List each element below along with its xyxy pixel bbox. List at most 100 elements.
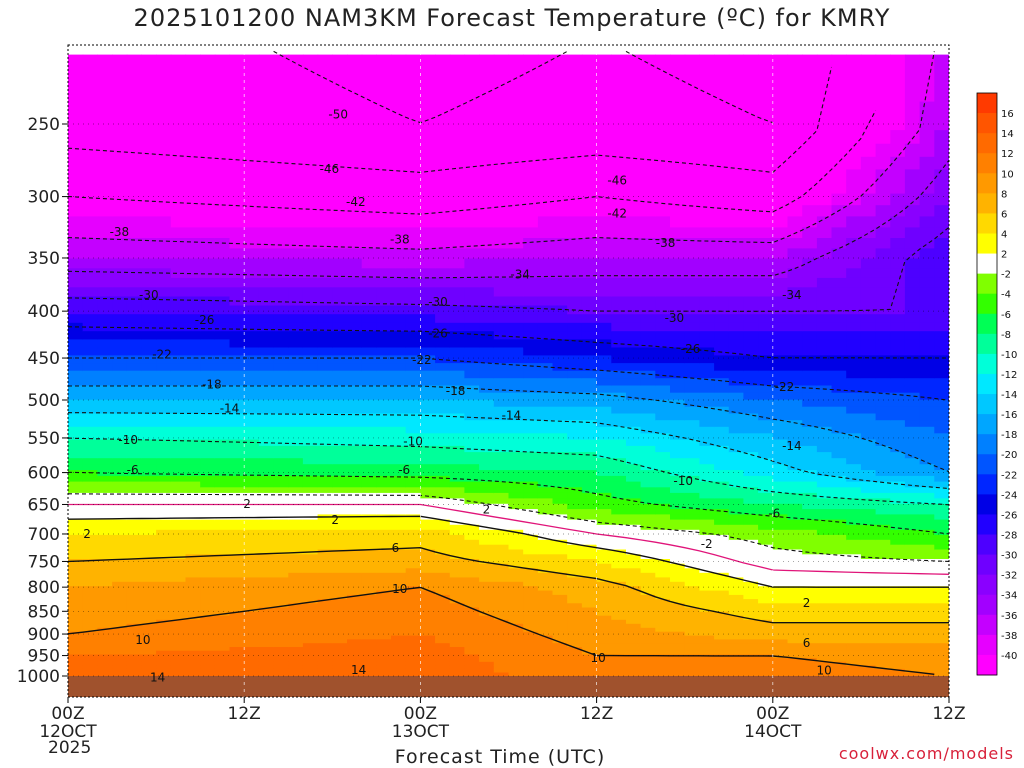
field-cell (626, 413, 642, 421)
field-cell (97, 227, 113, 239)
field-cell (567, 623, 583, 629)
field-cell (684, 524, 700, 531)
field-cell (317, 539, 333, 546)
field-cell (185, 392, 201, 401)
field-cell (449, 607, 466, 613)
field-cell (787, 426, 803, 434)
field-cell (244, 130, 260, 145)
field-cell (684, 568, 700, 574)
field-cell (141, 70, 157, 88)
field-cell (567, 635, 583, 641)
field-cell (670, 406, 686, 415)
field-cell (508, 559, 524, 565)
field-cell (420, 370, 436, 379)
field-cell (420, 378, 436, 387)
field-cell (860, 668, 877, 673)
field-cell (112, 464, 128, 471)
field-cell (405, 464, 421, 471)
field-cell (244, 331, 260, 340)
field-cell (860, 581, 877, 587)
field-cell (435, 426, 451, 434)
field-cell (273, 627, 289, 633)
field-cell (170, 487, 187, 494)
field-cell (214, 116, 231, 131)
field-cell (405, 672, 421, 677)
field-cell (743, 654, 759, 659)
field-cell (332, 130, 348, 145)
field-cell (302, 635, 319, 641)
field-cell (435, 661, 451, 666)
field-cell (68, 631, 84, 637)
field-cell (449, 355, 466, 364)
field-cell (743, 277, 759, 288)
field-cell (537, 586, 554, 592)
field-cell (229, 445, 245, 453)
field-cell (581, 647, 598, 652)
field-cell (258, 331, 275, 340)
field-cell (596, 470, 612, 477)
field-cell (787, 205, 803, 217)
field-cell (802, 534, 818, 541)
field-cell (420, 205, 436, 217)
field-cell (626, 392, 642, 401)
field-cell (317, 487, 333, 494)
field-cell (479, 554, 495, 560)
field-cell (126, 54, 142, 72)
field-cell (244, 143, 260, 158)
field-cell (581, 277, 598, 288)
field-cell (875, 258, 891, 269)
field-cell (258, 647, 275, 652)
field-cell (802, 86, 818, 103)
field-cell (332, 420, 348, 428)
field-cell (273, 296, 289, 307)
field-cell (626, 452, 642, 459)
field-cell (288, 590, 304, 596)
field-cell (141, 635, 157, 641)
field-cell (258, 627, 275, 633)
field-cell (258, 623, 275, 629)
field-cell (420, 130, 436, 145)
field-cell (846, 339, 862, 349)
field-cell (816, 445, 833, 453)
field-cell (816, 572, 833, 578)
field-cell (523, 658, 539, 663)
field-cell (626, 406, 642, 415)
field-cell (391, 339, 407, 349)
field-cell (449, 258, 466, 269)
field-cell (214, 258, 231, 269)
field-cell (684, 581, 700, 587)
field-cell (626, 277, 642, 288)
field-cell (699, 572, 715, 578)
field-cell (714, 452, 730, 459)
field-cell (743, 563, 759, 569)
field-cell (787, 481, 803, 488)
field-cell (405, 238, 421, 249)
field-cell (332, 563, 348, 569)
field-cell (82, 647, 98, 652)
field-cell (317, 509, 333, 515)
field-cell (567, 399, 583, 408)
field-cell (288, 238, 304, 249)
field-cell (317, 216, 333, 228)
field-cell (772, 322, 789, 332)
field-cell (376, 654, 392, 659)
field-cell (332, 572, 348, 578)
field-cell (611, 607, 627, 613)
field-cell (684, 631, 700, 637)
field-cell (361, 668, 377, 673)
field-cell (758, 169, 774, 183)
field-cell (258, 406, 275, 415)
field-cell (200, 503, 216, 510)
field-cell (141, 529, 157, 536)
field-cell (112, 668, 128, 673)
field-cell (479, 534, 495, 541)
field-cell (860, 464, 877, 471)
field-cell (611, 181, 627, 195)
field-cell (670, 116, 686, 131)
field-cell (537, 347, 554, 356)
field-cell (200, 572, 216, 578)
field-cell (684, 503, 700, 510)
field-cell (537, 498, 554, 505)
field-cell (802, 635, 818, 641)
field-cell (802, 296, 818, 307)
